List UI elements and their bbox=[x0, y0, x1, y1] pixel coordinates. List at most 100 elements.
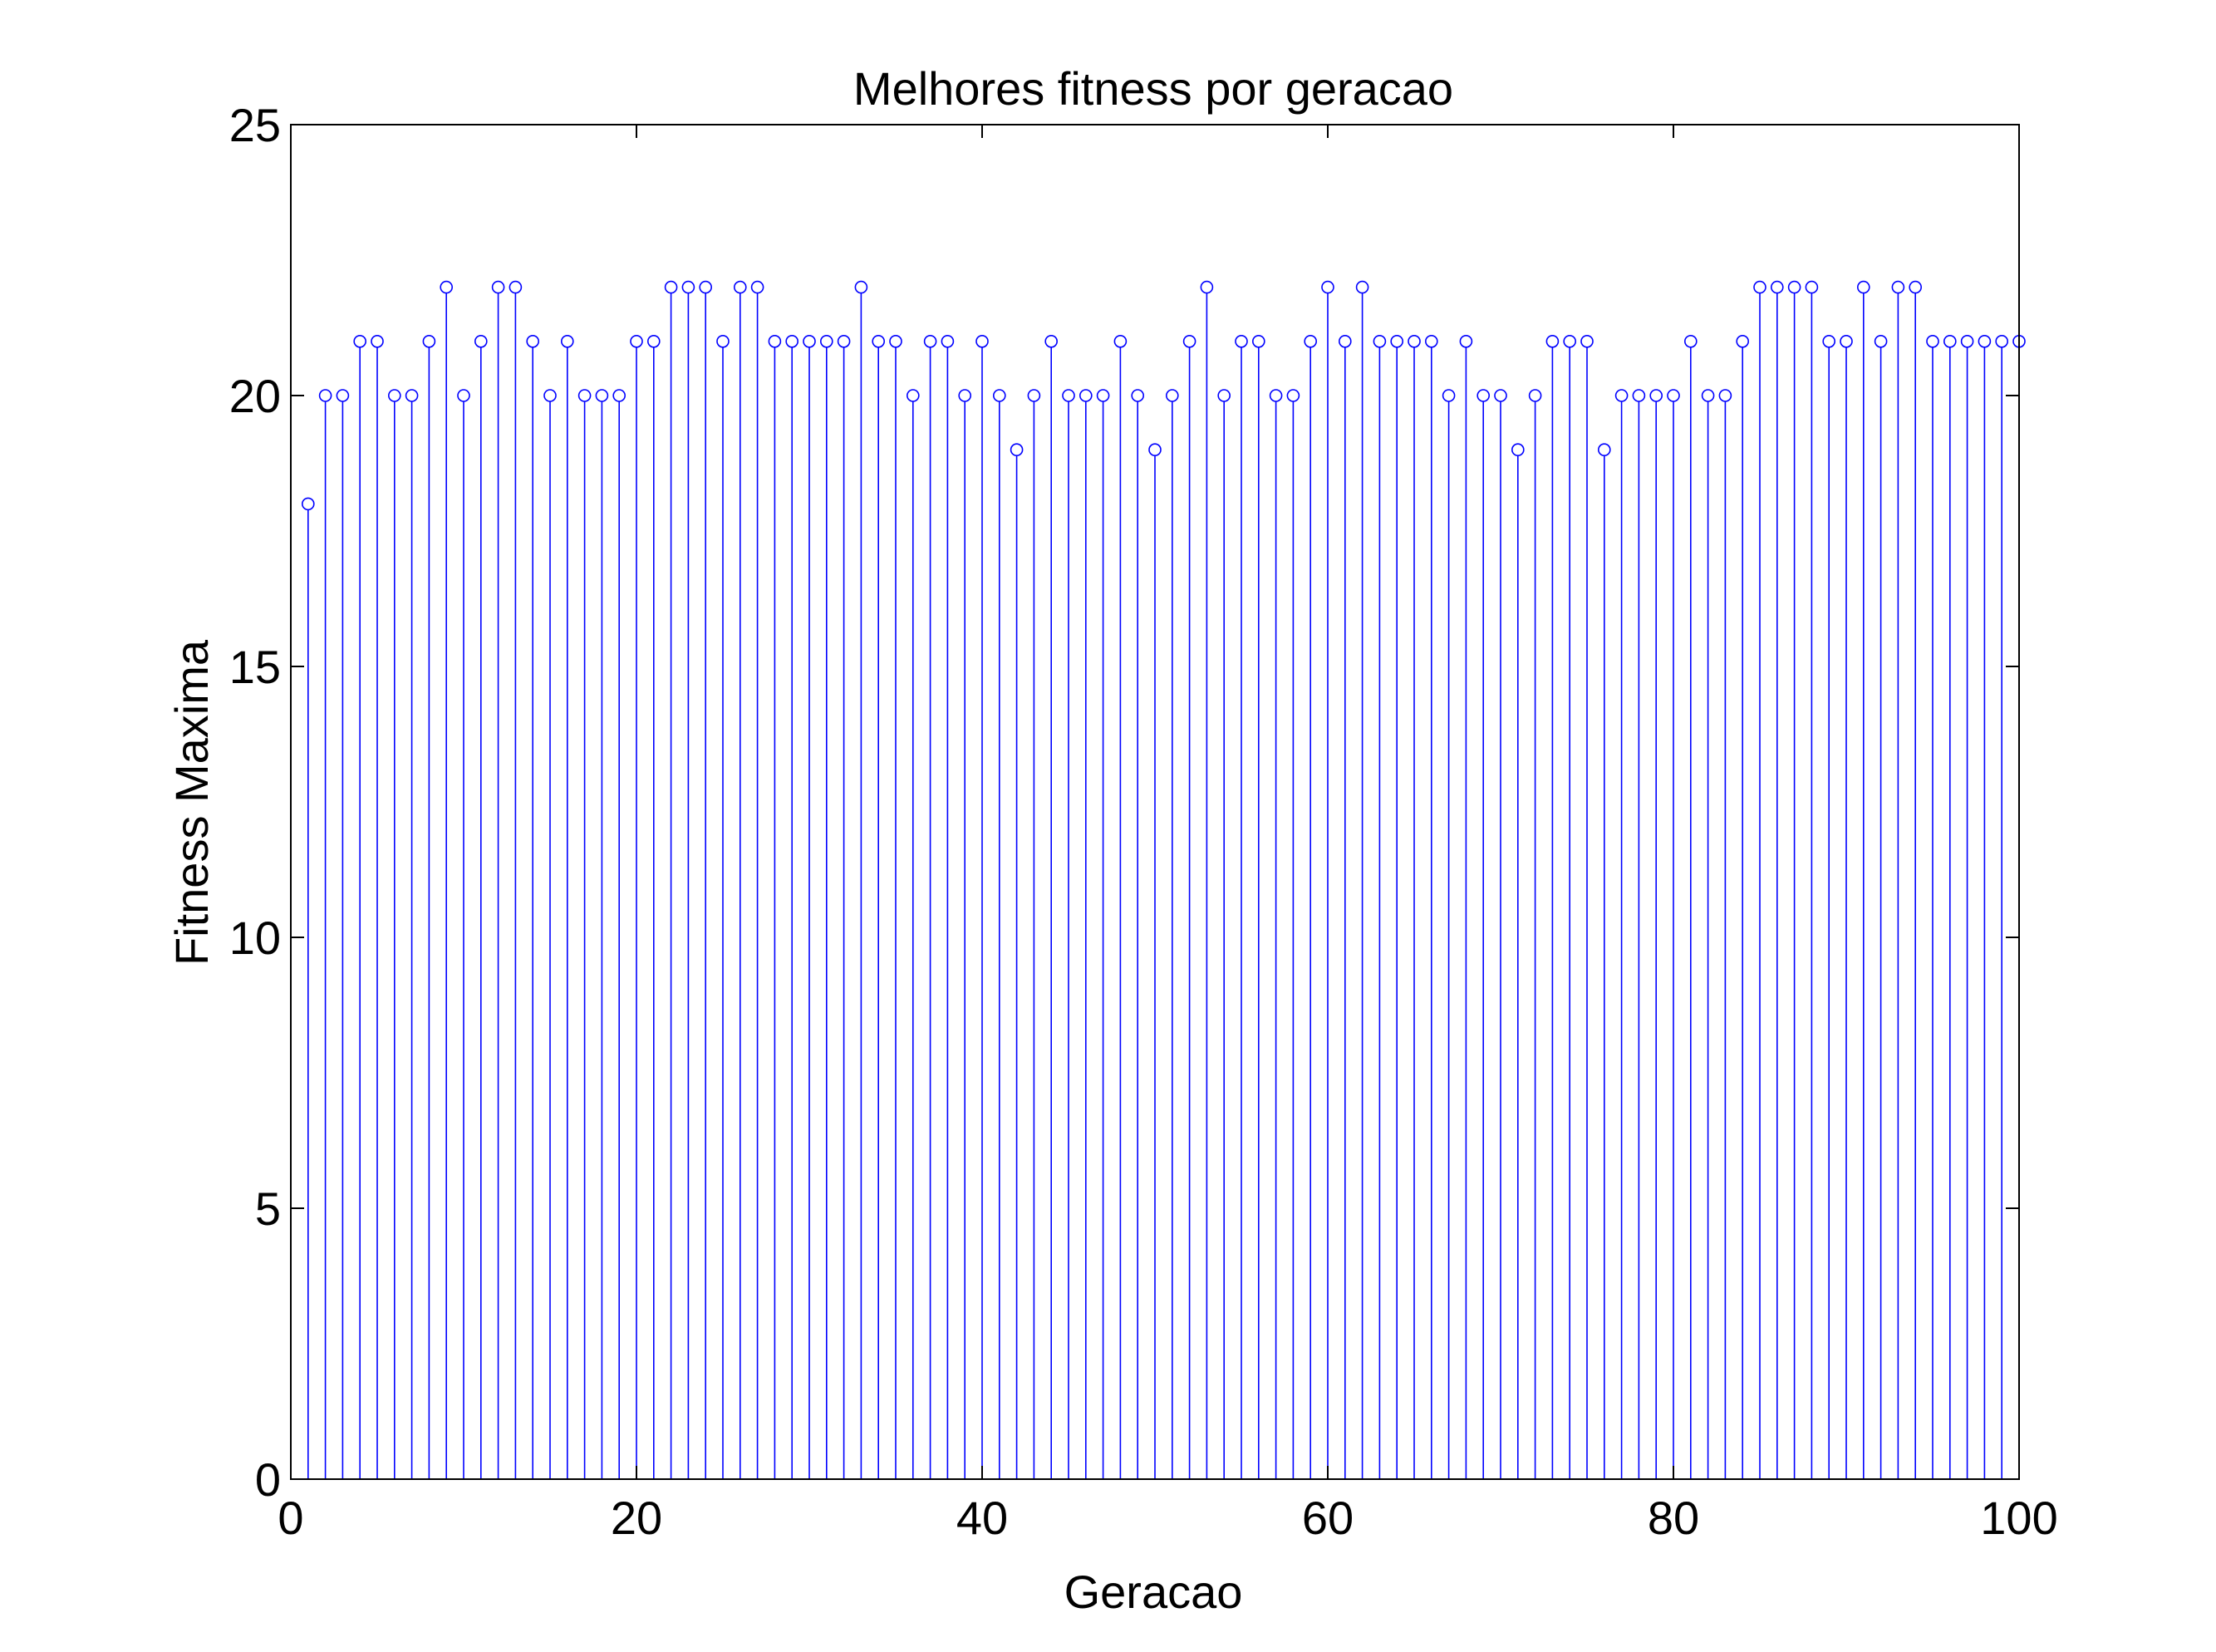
stem-marker bbox=[958, 389, 971, 402]
stem-marker bbox=[1494, 389, 1507, 402]
stem-marker bbox=[889, 334, 902, 348]
stem-marker bbox=[405, 389, 419, 402]
stem-marker bbox=[1182, 334, 1196, 348]
stem-marker bbox=[750, 280, 764, 294]
stem-marker bbox=[1684, 334, 1698, 348]
stem-marker bbox=[1753, 280, 1766, 294]
stem-marker bbox=[923, 334, 937, 348]
stem-marker bbox=[387, 389, 401, 402]
stem-marker bbox=[560, 334, 574, 348]
stem-marker bbox=[1269, 389, 1283, 402]
x-tick-label: 0 bbox=[278, 1492, 303, 1544]
stem-marker bbox=[837, 334, 851, 348]
stem-marker bbox=[1096, 389, 1110, 402]
stem-marker bbox=[1667, 389, 1680, 402]
stem-marker bbox=[1787, 280, 1801, 294]
stem-marker bbox=[1840, 334, 1853, 348]
stem-marker bbox=[1632, 389, 1646, 402]
y-tick-label: 20 bbox=[229, 370, 281, 422]
stem-marker bbox=[1718, 389, 1732, 402]
stem-marker bbox=[457, 389, 470, 402]
stem-marker bbox=[1079, 389, 1093, 402]
stem-marker bbox=[1131, 389, 1144, 402]
stem-marker bbox=[941, 334, 955, 348]
y-tick-label: 10 bbox=[229, 912, 281, 964]
stem-marker bbox=[1321, 280, 1334, 294]
stem-marker bbox=[1960, 334, 1974, 348]
stem-marker bbox=[1408, 334, 1421, 348]
stem-marker bbox=[1771, 280, 1784, 294]
stem-marker bbox=[803, 334, 816, 348]
stem-marker bbox=[1978, 334, 1992, 348]
stem-marker bbox=[819, 334, 833, 348]
stem-marker bbox=[1701, 389, 1715, 402]
stem-marker bbox=[1580, 334, 1594, 348]
stem-marker bbox=[1113, 334, 1128, 348]
y-tick-label: 0 bbox=[255, 1453, 281, 1506]
chart-title: Melhores fitness por geracao bbox=[853, 62, 1453, 115]
stem-marker bbox=[1010, 443, 1024, 457]
stem-marker bbox=[1477, 389, 1490, 402]
stem-marker bbox=[612, 389, 626, 402]
stem-marker bbox=[785, 334, 799, 348]
stem-marker bbox=[1926, 334, 1939, 348]
markers-layer bbox=[301, 280, 2026, 511]
stem-marker bbox=[1062, 389, 1075, 402]
stem-marker bbox=[1995, 334, 2008, 348]
stem-marker bbox=[1857, 280, 1870, 294]
x-axis-label: Geracao bbox=[1064, 1566, 1243, 1618]
stem-marker bbox=[1304, 334, 1317, 348]
stem-marker bbox=[353, 334, 367, 348]
x-tick-label: 40 bbox=[956, 1492, 1008, 1544]
stem-marker bbox=[1373, 334, 1387, 348]
stem-marker bbox=[1166, 389, 1179, 402]
y-tick-label: 5 bbox=[255, 1182, 281, 1235]
stem-marker bbox=[543, 389, 557, 402]
y-tick-label: 25 bbox=[229, 99, 281, 151]
y-axis-label: Fitness Maxima bbox=[165, 639, 218, 966]
stem-marker bbox=[733, 280, 747, 294]
x-tick-label: 60 bbox=[1302, 1492, 1354, 1544]
stem-marker bbox=[595, 389, 609, 402]
stem-marker bbox=[1339, 334, 1352, 348]
stem-marker bbox=[681, 280, 695, 294]
x-tick-label: 20 bbox=[611, 1492, 662, 1544]
stem-marker bbox=[1943, 334, 1957, 348]
stem-marker bbox=[1044, 334, 1058, 348]
stem-marker bbox=[1355, 280, 1369, 294]
stem-marker bbox=[646, 334, 661, 348]
stem-marker bbox=[1528, 389, 1542, 402]
axis-ticks: 0 20 40 60 80 100 0 5 10 15 20 25 bbox=[229, 99, 2058, 1544]
stem-marker bbox=[854, 280, 868, 294]
stem-marker bbox=[336, 389, 350, 402]
stem-marker bbox=[1442, 389, 1456, 402]
stem-marker bbox=[318, 389, 332, 402]
stem-marker bbox=[1736, 334, 1749, 348]
stem-marker bbox=[630, 334, 643, 348]
stem-marker bbox=[422, 334, 436, 348]
plot-area-frame bbox=[290, 124, 2020, 1480]
stem-marker bbox=[1598, 443, 1611, 457]
stem-marker bbox=[371, 334, 384, 348]
stem-marker bbox=[1217, 389, 1231, 402]
stem-marker bbox=[1909, 280, 1922, 294]
stem-marker bbox=[1286, 389, 1300, 402]
stem-marker bbox=[872, 334, 885, 348]
y-tick-label: 15 bbox=[229, 641, 281, 693]
stem-marker bbox=[768, 334, 782, 348]
stem-marker bbox=[440, 280, 454, 294]
stem-marker bbox=[975, 334, 989, 348]
stems-layer bbox=[307, 293, 2020, 1479]
stem-marker bbox=[907, 389, 920, 402]
stem-marker bbox=[1390, 334, 1403, 348]
stem-marker bbox=[301, 497, 315, 511]
stem-marker bbox=[993, 389, 1006, 402]
stem-marker bbox=[1805, 280, 1819, 294]
stem-marker bbox=[509, 280, 523, 294]
stem-marker bbox=[1425, 334, 1438, 348]
stem-marker bbox=[1874, 334, 1888, 348]
stem-marker bbox=[474, 334, 488, 348]
stem-marker bbox=[577, 389, 592, 402]
x-tick-label: 100 bbox=[1980, 1492, 2057, 1544]
